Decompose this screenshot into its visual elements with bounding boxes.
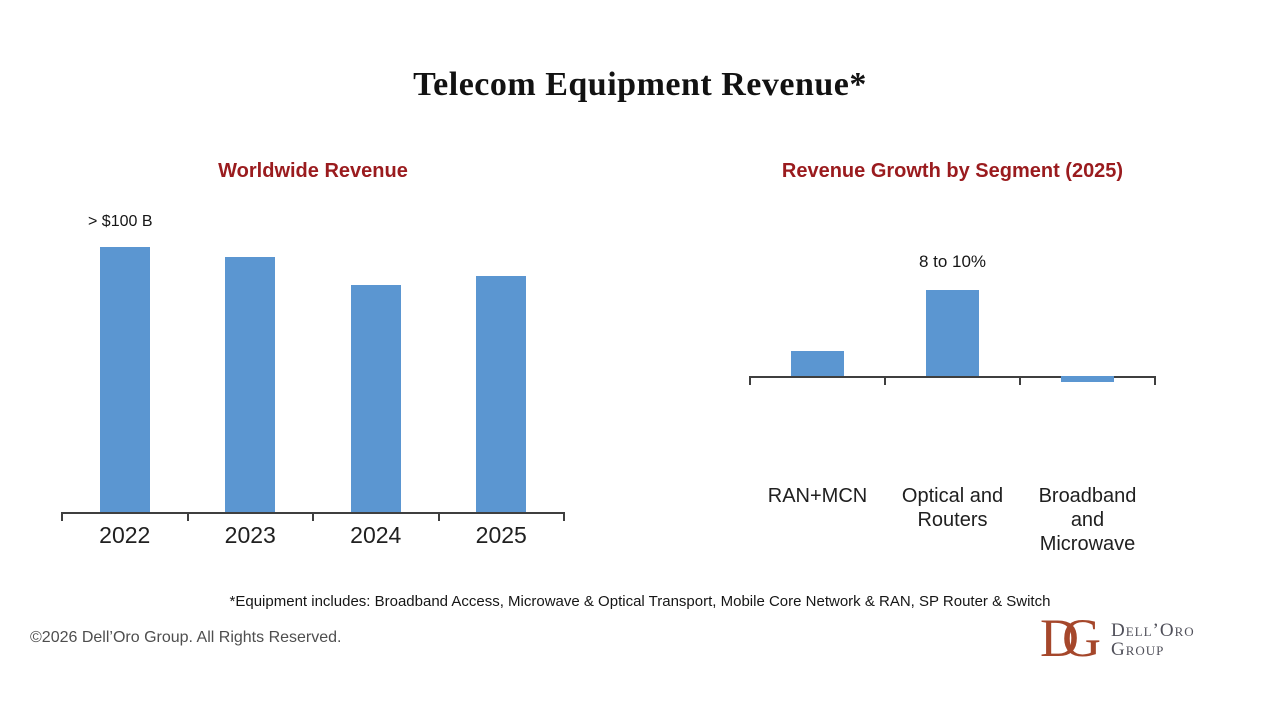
monogram-letter-g: G [1062, 608, 1101, 668]
bar-2022 [99, 247, 150, 512]
worldwide-revenue-chart: 2022 2023 2024 2025 [61, 240, 565, 548]
segment-growth-chart: RAN+MCN Optical and Routers Broadband and … [749, 286, 1156, 555]
logo-name-line1: Dell’Oro [1111, 620, 1195, 641]
bar-optical-and-routers [926, 289, 979, 376]
annotation-gt-100b: > $100 B [88, 213, 153, 230]
axis-tick [61, 512, 63, 521]
logo-wordmark: Dell’Oro Group [1111, 613, 1195, 659]
right-chart-title: Revenue Growth by Segment (2025) [781, 160, 1124, 182]
category-label: 2023 [224, 522, 276, 548]
dg-monogram-icon: DG [1040, 611, 1101, 665]
delloro-group-logo: DG Dell’Oro Group [1040, 611, 1195, 665]
bar-2025 [476, 276, 527, 512]
axis-tick [437, 512, 440, 521]
footnote: *Equipment includes: Broadband Access, M… [229, 593, 1051, 610]
category-label: 2024 [350, 522, 402, 548]
left-chart-title: Worldwide Revenue [218, 160, 408, 182]
x-axis [750, 376, 1155, 378]
bar-broadband-and-microwave [1061, 376, 1114, 382]
copyright-text: ©2026 Dell’Oro Group. All Rights Reserve… [30, 629, 342, 646]
bar-2024 [350, 285, 401, 512]
category-label: 2025 [475, 522, 527, 548]
axis-tick [1154, 376, 1156, 385]
category-label: Optical and Routers [901, 485, 1004, 531]
axis-tick [186, 512, 189, 521]
axis-tick [884, 376, 886, 385]
page-title: Telecom Equipment Revenue* [413, 66, 867, 103]
axis-tick [1019, 376, 1021, 385]
axis-tick [563, 512, 565, 521]
axis-tick [312, 512, 314, 521]
category-label: RAN+MCN [767, 485, 868, 507]
bar-ran-mcn [791, 351, 844, 376]
monogram-letter-d: D [1040, 608, 1079, 668]
category-label: 2022 [99, 522, 151, 548]
bar-2023 [225, 257, 276, 512]
axis-tick [749, 376, 751, 385]
logo-name-line2: Group [1111, 639, 1165, 660]
category-label: Broadband and Microwave [1038, 485, 1137, 555]
annotation-8-to-10pct: 8 to 10% [918, 252, 987, 271]
